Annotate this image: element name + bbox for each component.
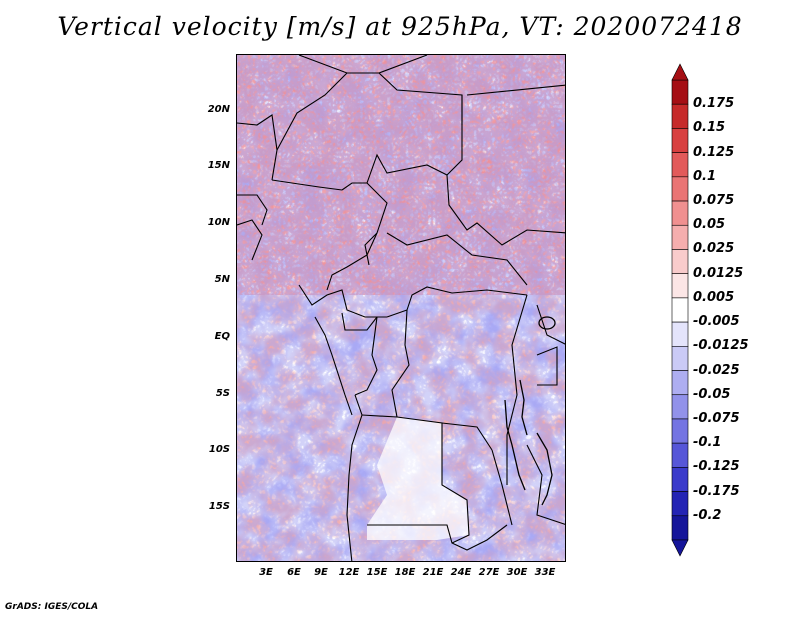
colorbar-tick-label: -0.125 bbox=[693, 459, 740, 475]
y-tick-label: 15S bbox=[208, 501, 230, 512]
colorbar-segment bbox=[671, 224, 689, 250]
country-borders bbox=[237, 55, 565, 561]
x-tick-label: 18E bbox=[394, 567, 416, 578]
lakes bbox=[504, 316, 556, 506]
colorbar-segment bbox=[671, 394, 689, 420]
y-tick-label: 5S bbox=[215, 388, 230, 399]
colorbar-tick-label: 0.125 bbox=[693, 144, 735, 160]
colorbar-segment bbox=[671, 321, 689, 347]
colorbar-segment bbox=[671, 370, 689, 396]
y-tick-label: 10N bbox=[207, 217, 230, 228]
colorbar-segment bbox=[671, 152, 689, 178]
y-tick-label: EQ bbox=[214, 331, 230, 342]
colorbar-tick-label: 0.025 bbox=[693, 241, 735, 257]
colorbar-tick-label: -0.1 bbox=[693, 435, 722, 451]
x-tick-label: 6E bbox=[287, 567, 301, 578]
x-tick-label: 30E bbox=[506, 567, 528, 578]
calm-region bbox=[367, 417, 469, 540]
x-tick-label: 3E bbox=[259, 567, 273, 578]
colorbar-segment bbox=[671, 176, 689, 202]
colorbar-segment bbox=[671, 467, 689, 492]
colorbar-segment bbox=[671, 346, 689, 371]
colorbar-segment bbox=[671, 128, 689, 153]
colorbar-top-arrow bbox=[671, 63, 689, 81]
map-canvas bbox=[237, 55, 565, 561]
colorbar-tick-label: -0.175 bbox=[693, 483, 740, 499]
colorbar-segment bbox=[671, 515, 689, 541]
plot-title: Vertical velocity [m/s] at 925hPa, VT: 2… bbox=[57, 12, 743, 41]
colorbar-tick-label: -0.2 bbox=[693, 507, 722, 523]
colorbar-segment bbox=[671, 200, 689, 226]
colorbar-segment bbox=[671, 442, 689, 468]
x-tick-label: 9E bbox=[314, 567, 328, 578]
colorbar-tick-label: -0.0125 bbox=[693, 338, 749, 354]
colorbar-tick-label: 0.0125 bbox=[693, 265, 744, 281]
colorbar-segment bbox=[671, 103, 689, 129]
colorbar-tick-label: 0.175 bbox=[693, 96, 735, 112]
colorbar-tick-label: 0.005 bbox=[693, 289, 735, 305]
y-tick-label: 15N bbox=[207, 160, 230, 171]
colorbar-tick-label: 0.15 bbox=[693, 120, 726, 136]
y-tick-label: 5N bbox=[214, 274, 230, 285]
x-tick-label: 33E bbox=[534, 567, 556, 578]
colorbar-segment bbox=[671, 273, 689, 299]
x-tick-label: 21E bbox=[422, 567, 444, 578]
x-tick-label: 24E bbox=[450, 567, 472, 578]
colorbar-tick-label: 0.075 bbox=[693, 193, 735, 209]
map-panel bbox=[236, 54, 566, 562]
colorbar-tick-label: 0.1 bbox=[693, 168, 717, 184]
colorbar-segment bbox=[671, 79, 689, 105]
colorbar-tick-label: -0.025 bbox=[693, 362, 740, 378]
x-tick-label: 15E bbox=[366, 567, 388, 578]
colorbar-tick-label: -0.05 bbox=[693, 386, 731, 402]
y-tick-label: 20N bbox=[207, 104, 230, 115]
x-tick-label: 12E bbox=[338, 567, 360, 578]
colorbar-tick-label: -0.005 bbox=[693, 314, 740, 330]
footer-credit: GrADS: IGES/COLA bbox=[5, 602, 99, 612]
colorbar bbox=[671, 63, 689, 557]
colorbar-segment bbox=[671, 418, 689, 444]
colorbar-segment bbox=[671, 491, 689, 517]
colorbar-tick-label: -0.075 bbox=[693, 410, 740, 426]
colorbar-segment bbox=[671, 249, 689, 274]
x-tick-label: 27E bbox=[478, 567, 500, 578]
colorbar-segment bbox=[671, 297, 689, 323]
colorbar-bottom-arrow bbox=[671, 539, 689, 557]
colorbar-tick-label: 0.05 bbox=[693, 217, 726, 233]
y-tick-label: 10S bbox=[208, 444, 230, 455]
